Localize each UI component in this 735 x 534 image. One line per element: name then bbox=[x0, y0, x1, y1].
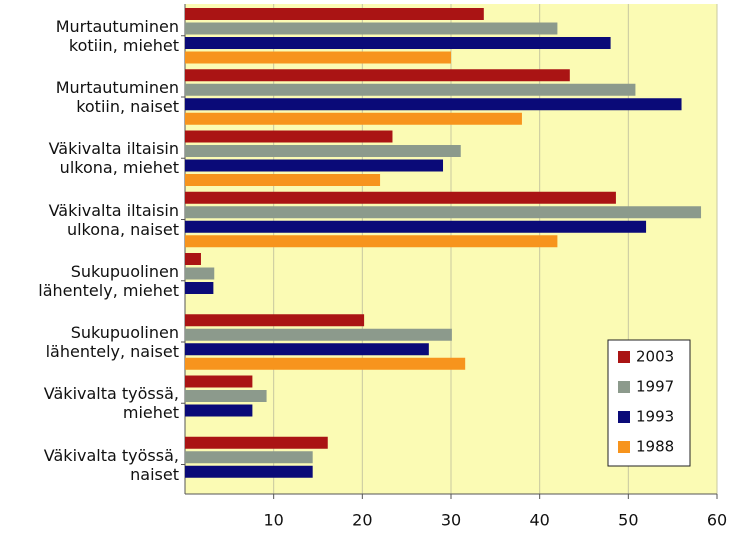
bar bbox=[185, 191, 616, 204]
bar bbox=[185, 145, 461, 157]
x-tick-label: 30 bbox=[441, 511, 461, 530]
category-label: Sukupuolinen lähentely, miehet bbox=[38, 261, 179, 300]
legend-label: 1993 bbox=[636, 408, 674, 426]
bar bbox=[185, 282, 214, 294]
bar bbox=[185, 357, 466, 370]
category-label: Väkivalta työssä, miehet bbox=[43, 384, 179, 423]
legend-label: 1988 bbox=[636, 438, 674, 456]
legend: 2003 1997 1993 1988 bbox=[607, 339, 691, 467]
bar bbox=[185, 404, 253, 417]
bar bbox=[185, 235, 558, 248]
legend-label: 1997 bbox=[636, 378, 674, 396]
category-label: Väkivalta iltaisin ulkona, naiset bbox=[48, 200, 179, 239]
bar bbox=[185, 267, 215, 280]
bar bbox=[185, 314, 365, 327]
bar bbox=[185, 159, 444, 172]
bar bbox=[185, 174, 381, 186]
category-label: Väkivalta työssä, naiset bbox=[43, 445, 179, 484]
x-tick-label: 40 bbox=[529, 511, 549, 530]
bar bbox=[185, 465, 313, 478]
legend-label: 2003 bbox=[636, 348, 674, 366]
bar bbox=[185, 69, 570, 82]
legend-swatch bbox=[618, 381, 630, 393]
bar bbox=[185, 220, 647, 233]
bar bbox=[185, 37, 611, 49]
bar bbox=[185, 451, 313, 464]
legend-swatch bbox=[618, 351, 630, 363]
x-tick-label: 20 bbox=[352, 511, 372, 530]
x-tick-label: 60 bbox=[707, 511, 727, 530]
bar bbox=[185, 98, 682, 111]
x-tick-label: 50 bbox=[618, 511, 638, 530]
bar bbox=[185, 112, 522, 125]
bar bbox=[185, 328, 452, 341]
bar bbox=[185, 436, 328, 449]
bar bbox=[185, 206, 702, 219]
category-label: Väkivalta iltaisin ulkona, miehet bbox=[48, 139, 179, 178]
bar bbox=[185, 390, 267, 402]
bar bbox=[185, 83, 636, 96]
bar bbox=[185, 51, 451, 64]
bar bbox=[185, 130, 393, 143]
category-label: Sukupuolinen lähentely, naiset bbox=[45, 323, 179, 361]
bar bbox=[185, 343, 429, 356]
bar bbox=[185, 375, 253, 388]
bar bbox=[185, 253, 201, 265]
category-label: Murtautuminen kotiin, naiset bbox=[55, 78, 179, 116]
bar bbox=[185, 8, 484, 20]
legend-swatch bbox=[618, 411, 630, 423]
legend-swatch bbox=[618, 441, 630, 453]
category-label: Murtautuminen kotiin, miehet bbox=[55, 16, 179, 55]
x-tick-label: 10 bbox=[263, 511, 283, 530]
bar bbox=[185, 22, 558, 35]
